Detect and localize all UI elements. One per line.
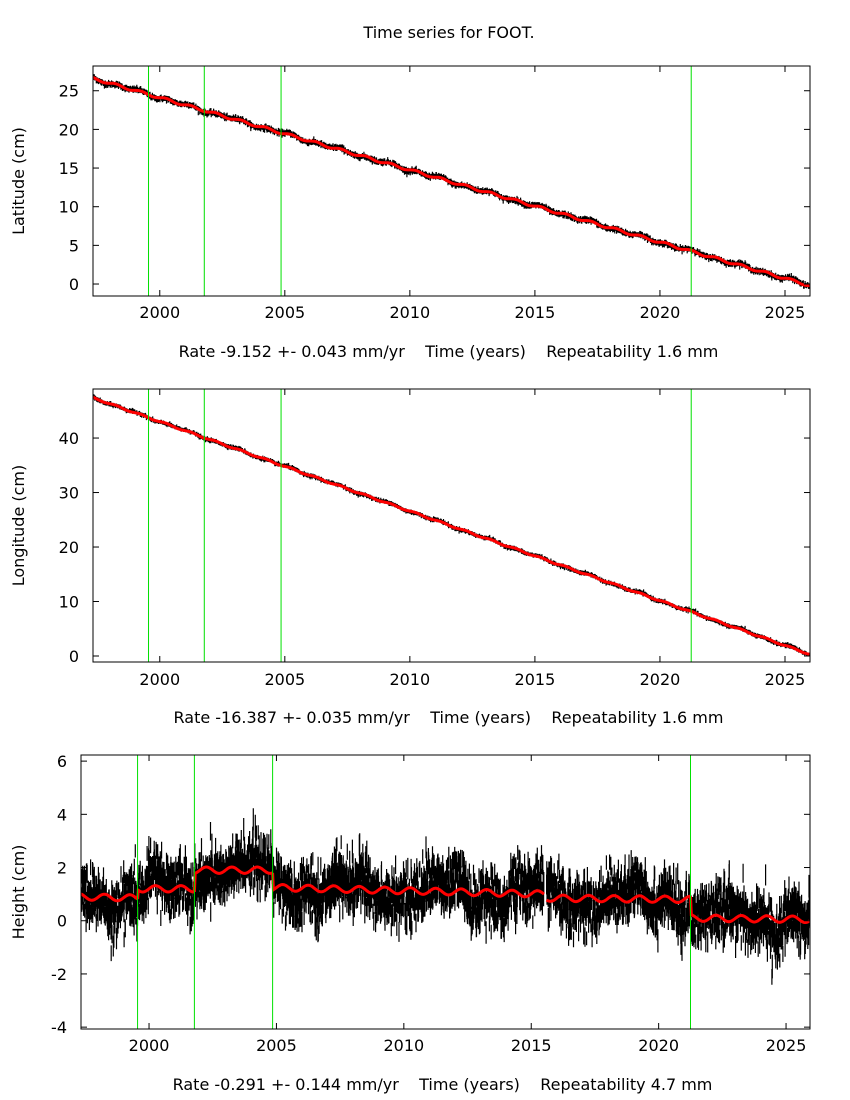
model-fit-line [545,893,691,904]
x-tick-label: 2005 [264,303,305,322]
y-tick-label: 0 [69,275,79,294]
model-fit-line [92,75,810,288]
figure-title: Time series for FOOT. [362,23,534,42]
longitude-panel: 2000 2005 2010 2015 2020 2025 0 10 20 30 40 Rate -1… [9,388,811,727]
y-tick-label: 20 [59,538,79,557]
x-tick-label: 2000 [139,670,180,689]
y-tick-label: 5 [69,236,79,255]
y-tick-label: 0 [69,647,79,666]
y-tick-label: 0 [57,912,67,931]
y-tick-label: 25 [59,82,79,101]
y-tick-label: 6 [57,752,67,771]
x-tick-label: 2010 [390,303,431,322]
x-tick-label: 2005 [264,670,305,689]
y-tick-label: -4 [51,1018,67,1037]
model-fit-line [192,865,273,892]
x-tick-label: 2020 [640,303,681,322]
y-axis-label: Longitude (cm) [9,465,28,587]
y-tick-label: 10 [59,593,79,612]
x-tick-label: 2010 [390,670,431,689]
x-tick-label: 2020 [638,1036,679,1055]
y-tick-label: 4 [57,805,67,824]
x-tick-label: 2015 [515,670,556,689]
x-tick-label: 2025 [765,670,806,689]
observation-points [80,808,811,985]
y-tick-label: 30 [59,484,79,503]
model-fit-line [271,872,545,899]
model-fit-line [689,896,811,924]
x-tick-label: 2015 [511,1036,552,1055]
model-fit-line [80,892,139,903]
plot-frame [80,754,811,1030]
model-fit-line [92,395,810,656]
y-tick-label: -2 [51,965,67,984]
x-tick-label: 2005 [256,1036,297,1055]
x-axis-label: Rate -0.291 +- 0.144 mm/yr Time (years) … [173,1075,713,1094]
height-panel: 2000 2005 2010 2015 2020 2025 -4 -2 0 2 4 6 Rate -0.… [9,752,811,1094]
model-fit-line [136,884,195,900]
x-tick-label: 2000 [139,303,180,322]
y-tick-label: 20 [59,120,79,139]
x-tick-label: 2010 [383,1036,424,1055]
x-tick-label: 2015 [515,303,556,322]
x-axis-label: Rate -16.387 +- 0.035 mm/yr Time (years)… [174,708,724,727]
y-axis-label: Height (cm) [9,845,28,940]
x-tick-label: 2025 [765,303,806,322]
x-axis-label: Rate -9.152 +- 0.043 mm/yr Time (years) … [179,342,719,361]
y-axis-label: Latitude (cm) [9,127,28,235]
y-tick-label: 40 [59,429,79,448]
y-tick-label: 2 [57,859,67,878]
y-tick-label: 15 [59,159,79,178]
x-tick-label: 2020 [640,670,681,689]
x-tick-label: 2000 [129,1036,170,1055]
x-tick-label: 2025 [766,1036,807,1055]
y-tick-label: 10 [59,198,79,217]
plot-frame [92,65,811,297]
plot-frame [92,388,811,663]
